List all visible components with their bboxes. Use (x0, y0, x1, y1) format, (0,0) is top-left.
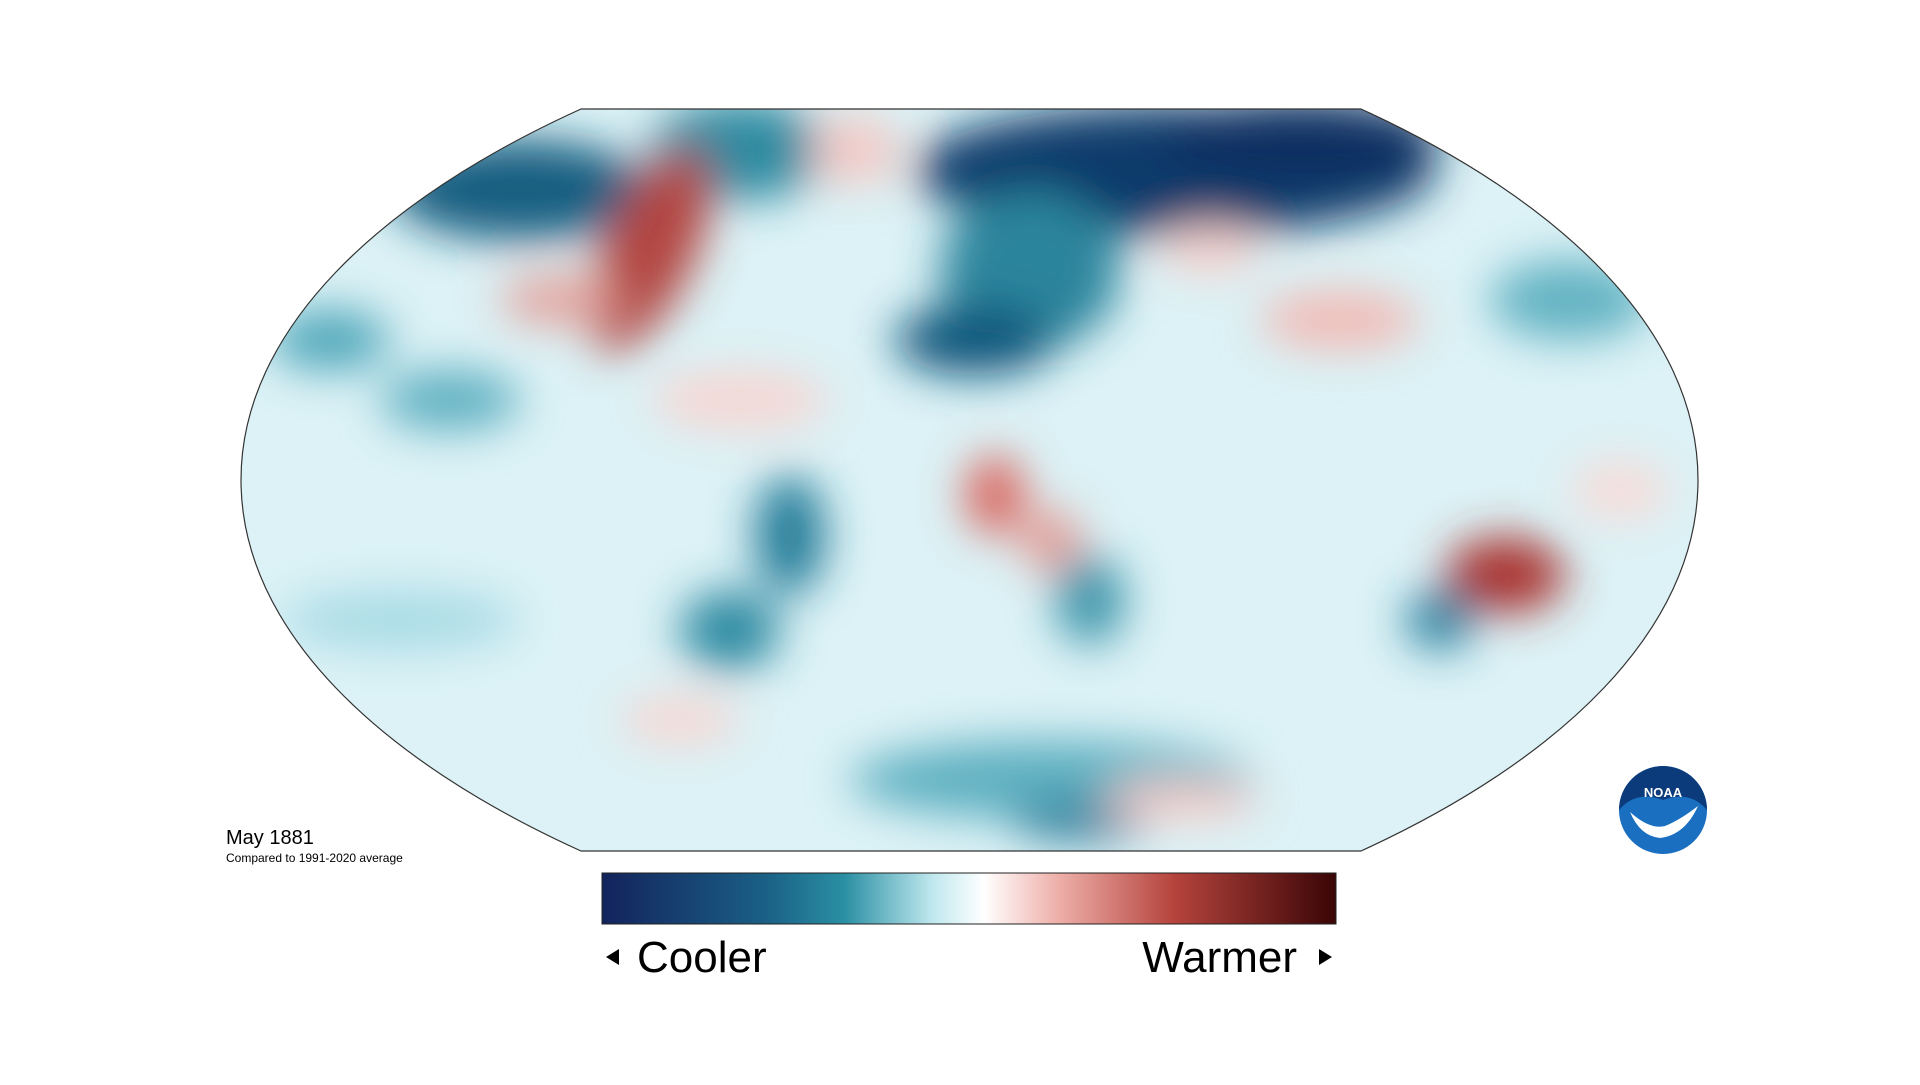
anomaly-map (241, 109, 1698, 851)
map-outline (240, 108, 1699, 852)
legend-low-label: Cooler (637, 933, 767, 982)
left-arrow (606, 949, 619, 965)
logo-text: NOAA (1644, 785, 1683, 800)
legend-high-label: Warmer (1142, 933, 1297, 982)
map-title: May 1881 (226, 827, 314, 849)
map-subtitle: Compared to 1991-2020 average (226, 851, 403, 865)
color-scale (601, 872, 1337, 925)
right-arrow (1319, 949, 1332, 965)
noaa-logo: NOAA (1619, 766, 1707, 854)
